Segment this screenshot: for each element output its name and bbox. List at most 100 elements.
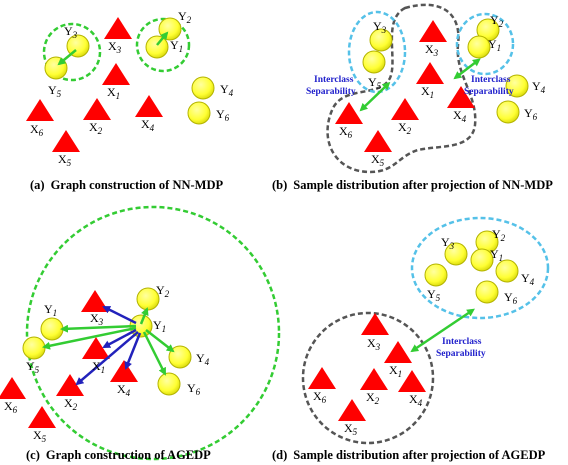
label-x6: X6 <box>313 389 327 405</box>
label-y5: Y5 <box>48 83 62 99</box>
x6-triangle <box>335 102 363 124</box>
separability-label-right-2: Separability <box>464 87 514 97</box>
y1-point <box>146 36 168 58</box>
label-x2: X2 <box>89 120 103 136</box>
label-x4: X4 <box>453 108 467 124</box>
green-neighborhood-circle <box>27 207 279 459</box>
label-x5: X5 <box>344 421 358 437</box>
label-x3: X3 <box>367 336 381 352</box>
label-y2: Y2 <box>156 283 170 299</box>
y1-point <box>468 36 490 58</box>
label-y1: Y1 <box>490 247 503 263</box>
label-x6: X6 <box>4 399 18 415</box>
y6-point <box>476 281 498 303</box>
label-x1: X1 <box>107 85 120 101</box>
caption-a: (a) Graph construction of NN-MDP <box>30 178 223 192</box>
x4-triangle <box>135 95 163 117</box>
y5-point <box>363 51 385 73</box>
label-y1-left: Y1 <box>44 302 57 318</box>
x6-triangle <box>0 377 26 399</box>
y4-point <box>192 77 214 99</box>
x2-triangle <box>360 368 388 390</box>
label-x3: X3 <box>108 39 122 55</box>
caption-b: (b) Sample distribution after projection … <box>272 178 553 192</box>
label-y5: Y5 <box>368 75 382 91</box>
label-x4: X4 <box>141 117 155 133</box>
label-y3: Y3 <box>441 235 455 251</box>
x4-triangle <box>110 360 138 382</box>
x6-triangle <box>26 99 54 121</box>
label-x5: X5 <box>33 428 47 444</box>
label-y1: Y1 <box>170 38 183 54</box>
panel-a: Y3 X3 Y2 Y1 Y5 X1 Y4 X6 X2 X4 Y6 X5 (a) G… <box>26 9 234 192</box>
x2-triangle <box>83 98 111 120</box>
label-y5: Y5 <box>26 359 40 375</box>
caption-d: (d) Sample distribution after projection … <box>272 448 546 462</box>
x5-triangle <box>338 399 366 421</box>
separability-label-left-1: Interclass <box>314 75 354 85</box>
x3-triangle <box>104 17 132 39</box>
label-y6: Y6 <box>524 106 538 122</box>
label-y1: Y1 <box>488 37 501 53</box>
label-x2: X2 <box>398 120 412 136</box>
label-x3: X3 <box>90 311 104 327</box>
label-x2: X2 <box>366 390 380 406</box>
label-x5: X5 <box>371 152 385 168</box>
y6-point <box>158 373 180 395</box>
label-x4: X4 <box>409 392 423 408</box>
label-y4: Y4 <box>196 351 210 367</box>
x1-triangle <box>102 63 130 85</box>
separability-label-2: Separability <box>436 349 486 359</box>
label-y4: Y4 <box>220 82 234 98</box>
label-y4: Y4 <box>521 271 535 287</box>
label-y6: Y6 <box>216 107 230 123</box>
panel-c: Y2 Y1 X3 Y1 Y5 X1 Y4 X6 X2 X4 Y6 X5 (c) G… <box>0 207 279 462</box>
panel-d: Interclass Separability Y3 Y2 Y1 Y5 Y4 Y… <box>272 218 548 462</box>
label-y2: Y2 <box>492 227 506 243</box>
x1-triangle <box>82 337 110 359</box>
caption-c: (c) Graph construction of AGEDP <box>26 448 211 462</box>
label-y1-center: Y1 <box>153 318 166 334</box>
x5-triangle <box>364 130 392 152</box>
y4-point <box>496 260 518 282</box>
label-x6: X6 <box>30 122 44 138</box>
y5-point <box>425 264 447 286</box>
x1-triangle <box>416 62 444 84</box>
separability-label-left-2: Separability <box>306 87 356 97</box>
label-x6: X6 <box>339 124 353 140</box>
y6-point <box>188 102 210 124</box>
label-y3: Y3 <box>64 24 78 40</box>
x6-triangle <box>308 367 336 389</box>
diff-class-arrow <box>104 307 136 323</box>
same-class-arrow <box>144 332 165 374</box>
x3-triangle <box>419 20 447 42</box>
x2-triangle <box>391 98 419 120</box>
label-y2: Y2 <box>490 13 504 29</box>
label-y6: Y6 <box>504 290 518 306</box>
separability-label-right-1: Interclass <box>471 75 511 85</box>
y1-left-point <box>41 318 63 340</box>
y6-point <box>497 101 519 123</box>
diff-class-arrow <box>126 333 140 368</box>
x1-triangle <box>384 341 412 363</box>
label-x2: X2 <box>64 396 78 412</box>
label-y2: Y2 <box>178 9 192 25</box>
label-y5: Y5 <box>427 287 441 303</box>
x2-triangle <box>56 374 84 396</box>
label-x3: X3 <box>425 42 439 58</box>
y5-point <box>23 337 45 359</box>
label-x4: X4 <box>117 382 131 398</box>
same-class-arrow <box>146 330 173 351</box>
panel-b: Interclass Separability Interclass Separ… <box>272 5 553 192</box>
label-x1: X1 <box>421 84 434 100</box>
x5-triangle <box>52 130 80 152</box>
x4-triangle <box>398 370 426 392</box>
separability-label-1: Interclass <box>442 337 482 347</box>
label-y3: Y3 <box>373 19 387 35</box>
label-y6: Y6 <box>187 381 201 397</box>
label-y4: Y4 <box>532 79 546 95</box>
neighbor-arrow <box>59 50 76 64</box>
label-x1: X1 <box>389 363 402 379</box>
label-x5: X5 <box>58 152 72 168</box>
